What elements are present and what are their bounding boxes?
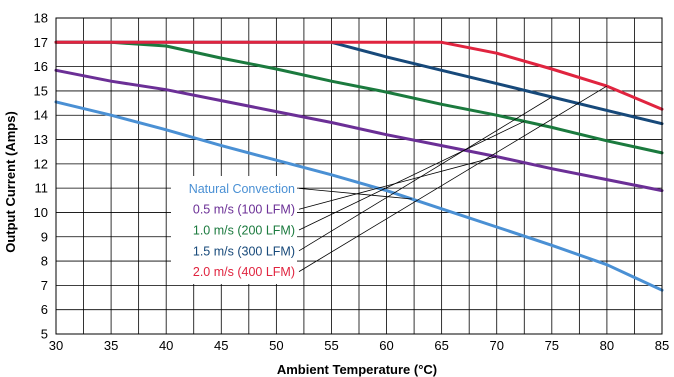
y-tick-label: 14 (34, 108, 48, 123)
legend-entry-2: 1.0 m/s (200 LFM) (193, 224, 295, 238)
y-tick-label: 7 (41, 278, 48, 293)
y-tick-label: 17 (34, 35, 48, 50)
x-tick-label: 45 (214, 338, 228, 353)
x-tick-label: 60 (379, 338, 393, 353)
y-tick-label: 13 (34, 132, 48, 147)
y-tick-label: 18 (34, 11, 48, 26)
x-tick-label: 55 (324, 338, 338, 353)
y-tick-label: 15 (34, 83, 48, 98)
legend-leader-3 (298, 96, 553, 252)
y-tick-label: 10 (34, 205, 48, 220)
series-line-1 (54, 68, 664, 193)
plot-frame (55, 17, 663, 335)
x-tick-label: 80 (600, 338, 614, 353)
x-tick-label: 50 (269, 338, 283, 353)
legend-leader-0 (298, 188, 412, 200)
series-line-0 (54, 100, 664, 292)
y-axis-ticks: 5 6 7 8 9 10 11 12 13 14 15 16 17 18 (34, 11, 48, 342)
x-tick-label: 85 (655, 338, 669, 353)
x-tick-label: 75 (545, 338, 559, 353)
y-tick-label: 11 (35, 181, 49, 196)
legend: Natural Convection 0.5 m/s (100 LFM) 1.0 m… (171, 176, 297, 284)
series-line-4 (54, 40, 664, 111)
x-axis-title: Ambient Temperature (°C) (277, 362, 437, 377)
x-tick-label: 35 (104, 338, 118, 353)
y-tick-label: 8 (41, 254, 48, 269)
y-tick-label: 6 (41, 302, 48, 317)
x-tick-label: 40 (159, 338, 173, 353)
x-axis-ticks: 30 35 40 45 50 55 60 65 70 75 80 85 (49, 338, 669, 353)
y-tick-label: 16 (34, 59, 48, 74)
y-tick-label: 9 (41, 229, 48, 244)
y-tick-label: 5 (41, 327, 48, 342)
grid-lines (55, 17, 663, 335)
x-tick-label: 30 (49, 338, 63, 353)
legend-leader-4 (298, 85, 608, 272)
series-lines (54, 40, 664, 292)
legend-background (171, 176, 297, 284)
x-tick-label: 70 (489, 338, 503, 353)
x-tick-label: 65 (434, 338, 448, 353)
legend-leader-lines (298, 85, 608, 272)
legend-entry-3: 1.5 m/s (300 LFM) (193, 244, 295, 258)
legend-leader-1 (298, 156, 497, 210)
y-axis-title: Output Current (Amps) (3, 111, 18, 253)
legend-entry-1: 0.5 m/s (100 LFM) (193, 203, 295, 217)
legend-entry-0: Natural Convection (189, 182, 295, 196)
legend-entry-4: 2.0 m/s (400 LFM) (193, 265, 295, 279)
legend-leader-2 (298, 120, 525, 231)
y-tick-label: 12 (34, 156, 48, 171)
series-line-2 (54, 40, 664, 155)
plot-border (55, 17, 663, 335)
